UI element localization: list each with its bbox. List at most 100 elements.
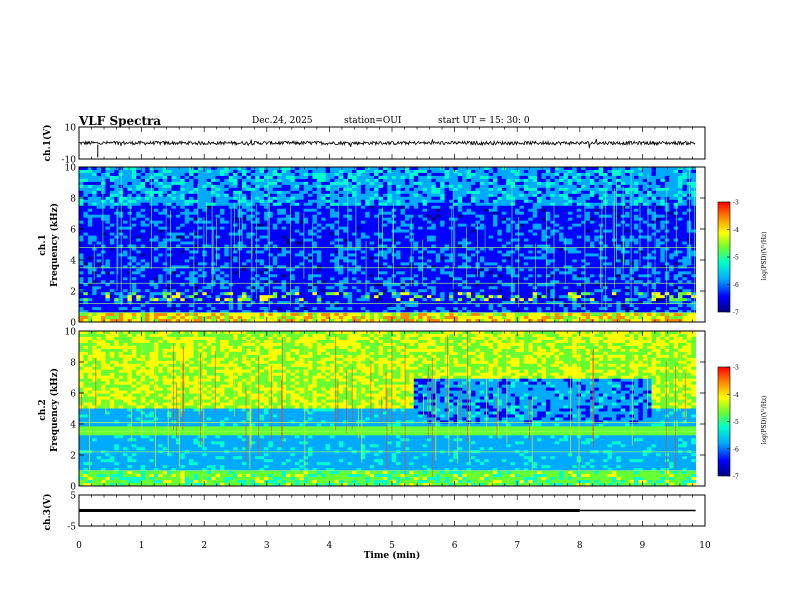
spectrogram-cell <box>603 175 608 180</box>
spectrogram-cell <box>330 238 335 242</box>
spectrogram-cell <box>598 187 604 192</box>
spectrogram-cell <box>281 175 287 180</box>
spectrogram-cell <box>184 217 190 222</box>
spectrogram-cell <box>219 187 225 192</box>
spectrogram-cell <box>215 190 221 195</box>
spectrogram-cell <box>316 184 322 189</box>
spectrogram-cell <box>105 241 111 245</box>
spectrogram-cell <box>431 253 437 257</box>
spectrogram-cell <box>638 226 644 230</box>
spectrogram-cell <box>572 167 578 171</box>
spectrogram-cell <box>581 217 586 222</box>
spectrogram-cell <box>523 175 529 180</box>
spectrogram-cell <box>180 217 186 222</box>
spectrogram-cell <box>519 265 525 269</box>
spectrogram-cell <box>312 223 318 228</box>
spectrogram-cell <box>528 172 534 177</box>
spectrogram-cell <box>677 199 683 204</box>
spectrogram-cell <box>528 190 534 195</box>
spectrogram-cell <box>576 208 582 213</box>
spectrogram-cell <box>625 232 630 236</box>
spectrogram-cell <box>211 244 216 248</box>
spectrogram-cell <box>79 223 84 228</box>
spectrogram-cell <box>655 259 661 263</box>
spectrogram-cell <box>431 265 437 269</box>
spectrogram-cell <box>189 226 194 230</box>
spectrogram-cell <box>453 220 459 225</box>
spectrogram-cell <box>620 175 626 180</box>
spectrogram-cell <box>136 187 142 192</box>
spectrogram-cell <box>211 211 216 216</box>
spectrogram-cell <box>374 172 379 177</box>
spectrogram-cell <box>290 229 296 233</box>
spectrogram-cell <box>79 238 84 242</box>
spectrogram-cell <box>682 250 688 254</box>
spectrogram-cell <box>356 229 362 233</box>
spectrogram-cell <box>603 178 608 183</box>
spectrogram-cell <box>360 223 366 228</box>
spectrogram-cell <box>532 232 538 236</box>
spectrogram-cell <box>506 250 512 254</box>
spectrogram-cell <box>338 196 344 201</box>
spectrogram-cell <box>193 241 199 245</box>
spectrogram-cell <box>312 178 318 183</box>
spectrogram-cell <box>219 199 225 204</box>
spectrogram-cell <box>550 202 556 207</box>
spectrogram-cell <box>153 247 159 251</box>
spectrogram-cell <box>523 196 529 201</box>
spectrogram-cell <box>193 250 199 254</box>
spectrogram-cell <box>581 229 586 233</box>
spectrogram-cell <box>660 196 666 201</box>
spectrogram-cell <box>272 250 278 254</box>
spectrogram-cell <box>87 268 93 272</box>
spectrogram-cell <box>537 184 542 189</box>
spectrogram-cell <box>149 226 155 230</box>
spectrogram-cell <box>519 205 525 210</box>
spectrogram-cell <box>400 169 406 174</box>
spectrogram-cell <box>158 268 164 272</box>
spectrogram-cell <box>431 208 437 213</box>
spectrogram-cell <box>391 241 397 245</box>
spectrogram-cell <box>250 190 256 195</box>
spectrogram-cell <box>206 259 212 263</box>
spectrogram-cell <box>418 202 423 207</box>
spectrogram-cell <box>638 211 644 216</box>
spectrogram-cell <box>422 190 428 195</box>
spectrogram-cell <box>92 223 98 228</box>
spectrogram-cell <box>299 265 305 269</box>
spectrogram-cell <box>466 175 472 180</box>
spectrogram-cell <box>202 259 208 263</box>
spectrogram-cell <box>625 211 630 216</box>
spectrogram-cell <box>435 226 441 230</box>
spectrogram-cell <box>338 265 344 269</box>
spectrogram-cell <box>250 184 256 189</box>
spectrogram-cell <box>528 250 534 254</box>
spectrogram-cell <box>633 253 639 257</box>
spectrogram-cell <box>87 193 93 198</box>
spectrogram-cell <box>523 205 529 210</box>
spectrogram-cell <box>206 256 212 260</box>
spectrogram-cell <box>153 268 159 272</box>
spectrogram-cell <box>259 169 265 174</box>
spectrogram-cell <box>145 178 150 183</box>
spectrogram-cell <box>418 241 423 245</box>
spectrogram-cell <box>625 217 630 222</box>
spectrogram-cell <box>347 262 353 266</box>
spectrogram-cell <box>431 214 437 219</box>
spectrogram-cell <box>647 250 652 254</box>
spectrogram-cell <box>343 169 349 174</box>
spectrogram-cell <box>572 208 578 213</box>
spectrogram-cell <box>453 217 459 222</box>
spectrogram-cell <box>418 268 423 272</box>
spectrogram-cell <box>493 247 498 251</box>
spectrogram-cell <box>660 262 666 266</box>
spectrogram-cell <box>136 226 142 230</box>
spectrogram-cell <box>250 196 256 201</box>
spectrogram-cell <box>541 232 547 236</box>
spectrogram-cell <box>184 211 190 216</box>
spectrogram-cell <box>241 208 247 213</box>
spectrogram-cell <box>334 268 340 272</box>
spectrogram-cell <box>281 199 287 204</box>
spectrogram-cell <box>501 241 507 245</box>
spectrogram-cell <box>378 250 384 254</box>
